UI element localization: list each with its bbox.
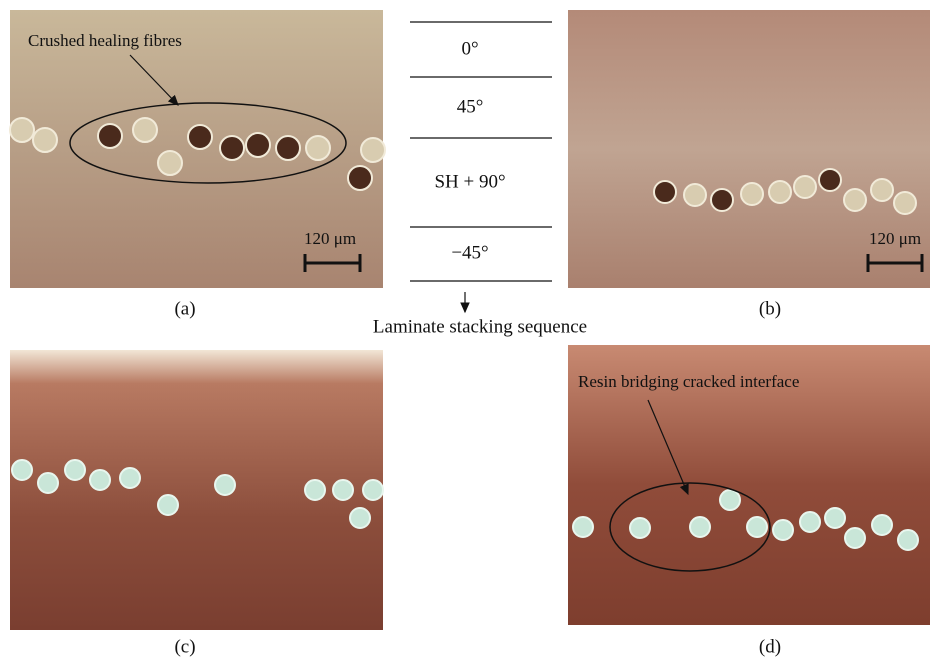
fibre [894,192,916,214]
fibre [720,490,740,510]
fibre [215,475,235,495]
fibre [747,517,767,537]
fibre [98,124,122,148]
fibre [188,125,212,149]
layer-label: 0° [461,38,478,59]
panel-label: (c) [174,636,195,657]
caption: Laminate stacking sequence [373,316,587,337]
fibre [741,183,763,205]
fibre [348,166,372,190]
fibre [630,518,650,538]
fibre [844,189,866,211]
figure: Crushed healing fibres 120 μm (a) 120 μm… [0,0,933,663]
annotation: Resin bridging cracked interface [578,372,799,391]
annotation: Crushed healing fibres [28,31,182,50]
fibre [794,176,816,198]
fibre [361,138,385,162]
micrograph-c [10,350,383,630]
layer-label: 45° [457,96,484,117]
fibre [363,480,383,500]
scale-bar-label: 120 μm [304,229,356,248]
layer-label: −45° [451,242,488,263]
fibre [800,512,820,532]
fibre [872,515,892,535]
fibre [333,480,353,500]
fibre [158,495,178,515]
fibre [845,528,865,548]
fibre [220,136,244,160]
fibre [276,136,300,160]
fibre [38,473,58,493]
scale-bar-label: 120 μm [869,229,921,248]
panel-label: (a) [174,298,195,319]
fibre [350,508,370,528]
fibre [573,517,593,537]
fibre [306,136,330,160]
panel-label: (d) [759,636,781,657]
fibre [10,118,34,142]
fibre [825,508,845,528]
fibre [65,460,85,480]
panel-label: (b) [759,298,781,319]
fibre [871,179,893,201]
fibre [12,460,32,480]
fibre [769,181,791,203]
fibre [133,118,157,142]
fibre [690,517,710,537]
fibre [90,470,110,490]
fibre [305,480,325,500]
fibre [773,520,793,540]
fibre [120,468,140,488]
fibre [819,169,841,191]
fibre [684,184,706,206]
fibre [33,128,57,152]
fibre [158,151,182,175]
fibre [246,133,270,157]
layer-label: SH + 90° [434,171,505,192]
fibre [711,189,733,211]
fibre [898,530,918,550]
fibre [654,181,676,203]
